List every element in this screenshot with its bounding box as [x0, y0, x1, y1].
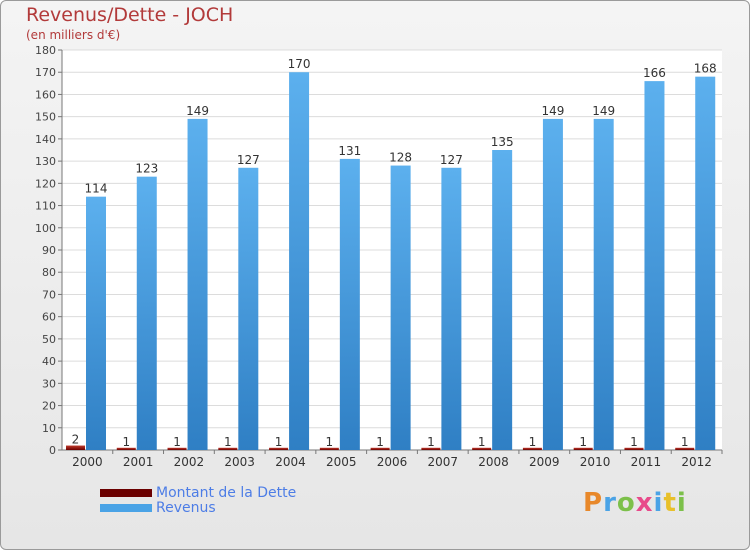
bar-dette	[421, 447, 441, 450]
y-tick-label: 30	[42, 377, 56, 390]
bar-revenus	[390, 165, 411, 451]
bar-dette	[624, 447, 644, 450]
y-tick-label: 90	[42, 244, 56, 257]
bar-revenus	[441, 167, 462, 450]
y-tick-label: 10	[42, 422, 56, 435]
y-tick-label: 0	[49, 444, 56, 457]
legend-label-revenus: Revenus	[156, 500, 216, 516]
bar-dette	[522, 447, 542, 450]
x-tick-label: 2004	[275, 455, 306, 469]
x-tick-label: 2005	[326, 455, 357, 469]
data-label-revenus: 170	[288, 57, 311, 71]
x-tick-label: 2011	[631, 455, 662, 469]
logo-letter: t	[663, 488, 677, 518]
legend-label-dette: Montant de la Dette	[156, 485, 297, 501]
data-label-dette: 1	[427, 435, 435, 449]
bar-revenus	[492, 150, 513, 450]
bar-dette	[319, 447, 339, 450]
bar-dette	[269, 447, 289, 450]
y-tick-label: 130	[35, 155, 56, 168]
logo-letter: P	[583, 488, 604, 518]
y-tick-label: 40	[42, 355, 56, 368]
data-label-dette: 1	[478, 435, 486, 449]
bar-dette	[116, 447, 136, 450]
x-tick-label: 2001	[123, 455, 154, 469]
data-label-revenus: 131	[338, 144, 361, 158]
data-label-dette: 1	[681, 435, 689, 449]
y-tick-label: 150	[35, 111, 56, 124]
bar-dette	[573, 447, 593, 450]
y-tick-label: 80	[42, 266, 56, 279]
data-label-revenus: 123	[135, 162, 158, 176]
bar-revenus	[136, 176, 157, 450]
bar-dette	[66, 445, 85, 450]
x-tick-label: 2002	[174, 455, 205, 469]
data-label-dette: 2	[72, 433, 80, 447]
y-tick-label: 60	[42, 311, 56, 324]
data-label-revenus: 135	[491, 135, 514, 149]
x-tick-label: 2000	[72, 455, 103, 469]
y-tick-label: 70	[42, 288, 56, 301]
bar-revenus	[542, 118, 563, 450]
y-tick-label: 160	[35, 88, 56, 101]
bar-dette	[370, 447, 390, 450]
y-tick-label: 170	[35, 66, 56, 79]
bar-revenus	[238, 167, 259, 450]
x-tick-label: 2007	[427, 455, 458, 469]
x-tick-label: 2010	[580, 455, 611, 469]
bar-revenus	[289, 72, 310, 450]
bar-chart: 0 10 20 30 40 50 60 70 80 90 100 110 120 130 140 150 160…	[35, 44, 723, 469]
data-label-dette: 1	[579, 435, 587, 449]
bar-dette	[218, 447, 238, 450]
data-label-dette: 1	[122, 435, 130, 449]
x-tick-label: 2006	[377, 455, 408, 469]
logo-letter: r	[603, 488, 617, 518]
bar-dette	[675, 447, 695, 450]
x-tick-label: 2009	[529, 455, 560, 469]
bar-revenus	[644, 81, 665, 450]
data-label-revenus: 166	[643, 66, 666, 80]
data-label-revenus: 149	[592, 104, 615, 118]
data-label-revenus: 128	[389, 151, 412, 165]
x-tick-label: 2008	[478, 455, 509, 469]
y-tick-label: 140	[35, 133, 56, 146]
x-tick-label: 2012	[681, 455, 712, 469]
y-tick-label: 120	[35, 177, 56, 190]
data-label-revenus: 149	[541, 104, 564, 118]
bar-revenus	[187, 118, 208, 450]
bar-revenus	[695, 76, 716, 451]
bar-revenus	[593, 118, 614, 450]
logo-letter: i	[653, 488, 664, 518]
bar-dette	[472, 447, 492, 450]
logo-letter: o	[616, 488, 636, 518]
y-tick-label: 180	[35, 44, 56, 57]
data-label-revenus: 127	[440, 153, 463, 167]
data-label-dette: 1	[630, 435, 638, 449]
y-tick-label: 100	[35, 222, 56, 235]
bar-revenus	[86, 196, 106, 450]
y-tick-label: 20	[42, 400, 56, 413]
data-label-revenus: 149	[186, 104, 209, 118]
legend-swatch-revenus	[100, 504, 152, 512]
bar-dette	[167, 447, 187, 450]
data-label-revenus: 114	[85, 182, 108, 196]
data-label-dette: 1	[326, 435, 334, 449]
logo-letter: x	[635, 488, 654, 518]
data-label-dette: 1	[173, 435, 181, 449]
y-tick-label: 50	[42, 333, 56, 346]
proxiti-logo: Proxiti	[583, 488, 687, 518]
bar-revenus	[339, 158, 360, 450]
y-tick-label: 110	[35, 200, 56, 213]
data-label-revenus: 127	[237, 153, 260, 167]
data-label-revenus: 168	[694, 62, 717, 76]
logo-letter: i	[676, 488, 687, 518]
legend-swatch-dette	[100, 489, 152, 497]
data-label-dette: 1	[275, 435, 283, 449]
chart-title: Revenus/Dette - JOCH	[26, 4, 234, 26]
data-label-dette: 1	[224, 435, 232, 449]
data-label-dette: 1	[376, 435, 384, 449]
x-tick-label: 2003	[224, 455, 255, 469]
chart-subtitle: (en milliers d'€)	[26, 28, 121, 42]
data-label-dette: 1	[529, 435, 537, 449]
